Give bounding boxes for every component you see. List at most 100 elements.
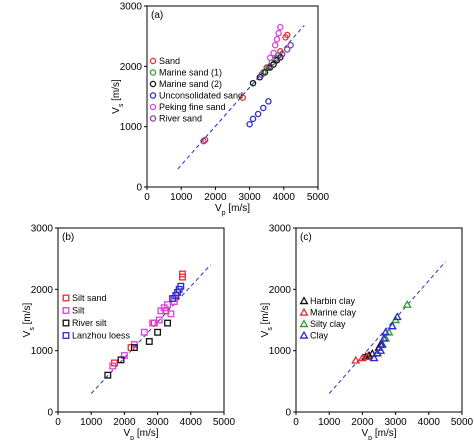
data-point [140,328,148,336]
y-tick-label: 2000 [269,285,292,296]
y-tick-label: 1000 [31,346,54,357]
legend-label: Unconsolidated sand [159,91,243,101]
data-point [364,350,374,359]
x-tick-label: 5000 [213,417,236,428]
data-point [270,49,277,57]
data-point [273,35,281,43]
data-point [273,55,281,62]
trend-line [177,24,305,170]
y-tick-label: 3000 [269,224,292,235]
x-axis-label-unit: [m/s] [226,203,251,214]
series-4 [169,282,185,302]
data-point [376,345,386,354]
x-tick-label: 5000 [307,192,330,203]
y-tick-label: 1000 [269,346,292,357]
y-axis-label-subscript: s [118,103,125,107]
data-point [154,328,162,336]
x-tick-label: 1000 [170,192,193,203]
legend-label: Marine clay [310,308,357,318]
y-axis-label-main: V [111,107,122,114]
legend-label: Sand [159,56,180,66]
data-point [246,121,253,128]
legend-label: Silty clay [310,319,346,329]
x-axis-label-main: V [361,428,368,439]
series-4 [246,98,272,128]
data-point [117,356,125,364]
trend-line [90,264,212,394]
y-axis-label-main: V [260,330,271,337]
y-tick-label: 2000 [31,285,54,296]
data-point [200,137,207,145]
data-point [275,29,282,37]
x-tick-label: 0 [55,417,61,428]
data-point [149,319,157,327]
data-point [179,270,186,278]
x-axis-label-subscript: p [222,210,226,217]
legend-label: Silt [72,306,85,316]
legend-marker [299,330,309,339]
y-tick-label: 2000 [120,62,143,73]
data-point [287,41,294,49]
series-2 [351,352,372,364]
series-1 [110,270,186,367]
legend-label: Silt sand [72,293,107,303]
x-tick-label: 4000 [273,192,296,203]
data-point [266,63,274,70]
panel-label: (c) [300,232,312,243]
data-point [369,353,379,362]
x-tick-label: 2000 [204,192,227,203]
x-tick-label: 0 [144,192,150,203]
x-tick-label: 5000 [451,417,474,428]
x-tick-label: 0 [293,417,299,428]
x-tick-label: 3000 [146,417,169,428]
legend-label: River silt [72,318,107,328]
data-point [266,54,274,62]
data-point [392,312,402,321]
data-point [283,46,291,53]
y-tick-label: 1000 [120,122,143,133]
legend-marker [149,103,157,111]
legend-marker [299,307,309,316]
legend: Sand Marine sand (1)Marine sand (2) Uncons… [149,56,243,124]
plot-frame [295,227,463,413]
data-point [254,110,262,118]
legend-marker [299,296,309,305]
y-axis-label: Vs [m/s] [260,302,274,337]
legend-label: Marine sand (2) [159,79,222,89]
y-axis-label-subscript: s [267,327,274,331]
y-axis-label: Vs [m/s] [22,302,36,337]
data-point [381,327,391,336]
data-point [402,299,412,308]
y-axis-label: Vs [m/s] [111,79,125,114]
x-tick-label: 4000 [180,417,203,428]
x-axis-label-unit: [m/s] [134,428,159,439]
x-axis-label-subscript: p [368,435,372,440]
data-point [362,352,372,361]
legend-marker [149,69,157,76]
plot-frame [146,5,319,188]
y-axis-label-unit: [m/s] [22,302,33,327]
x-tick-label: 1000 [318,417,341,428]
y-axis-label-unit: [m/s] [111,79,122,104]
legend-marker [62,307,70,314]
data-point [351,355,361,364]
data-point [265,98,272,105]
x-tick-label: 4000 [418,417,441,428]
legend-label: Harbin clay [310,296,356,306]
panel-label: (a) [151,10,163,21]
data-point [164,301,172,309]
data-point [271,41,279,49]
x-axis-label: Vp [m/s] [123,428,158,440]
data-point [164,319,172,327]
series-5 [266,23,284,62]
x-tick-label: 2000 [113,417,136,428]
data-point [387,321,397,330]
y-tick-label: 0 [47,408,53,419]
y-tick-label: 0 [136,183,142,194]
legend-label: Marine sand (1) [159,68,222,78]
data-point [357,353,367,362]
series-6 [200,41,294,145]
data-point [104,371,112,379]
